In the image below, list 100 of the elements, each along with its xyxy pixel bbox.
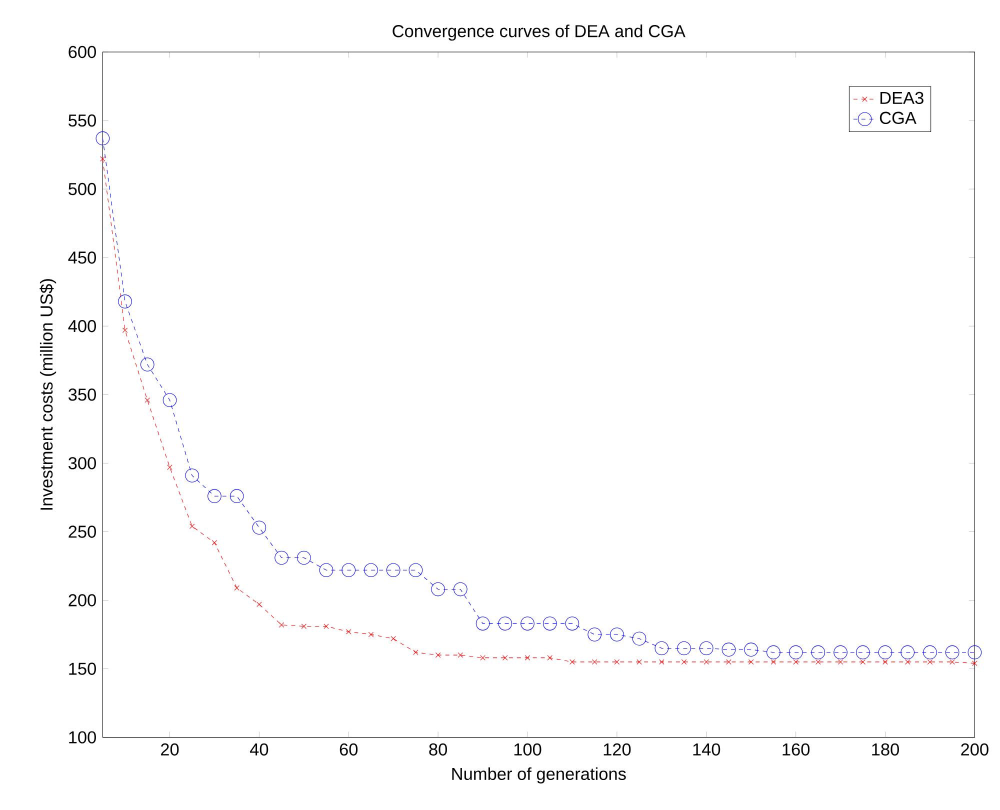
point xyxy=(118,294,132,308)
y-tick-label: 200 xyxy=(68,594,96,606)
y-tick-label: 350 xyxy=(68,388,96,401)
point xyxy=(900,645,915,660)
point xyxy=(524,655,530,660)
point xyxy=(234,585,240,591)
point xyxy=(882,659,888,665)
x-tick-label: 20 xyxy=(161,743,179,756)
point xyxy=(788,645,803,660)
point xyxy=(793,659,798,665)
y-axis-title: Investment costs (million US$) xyxy=(40,279,56,510)
point xyxy=(190,524,195,529)
point xyxy=(860,659,866,665)
point xyxy=(811,645,826,660)
point xyxy=(502,655,508,660)
point xyxy=(144,398,150,403)
point xyxy=(140,358,154,372)
point xyxy=(878,645,892,660)
point xyxy=(167,464,172,470)
point xyxy=(252,520,266,535)
point xyxy=(636,659,642,665)
point xyxy=(542,616,557,630)
point xyxy=(681,659,687,665)
point xyxy=(588,628,602,642)
point xyxy=(520,616,534,630)
x-axis-title: Number of generations xyxy=(452,767,626,784)
x-tick-label: 120 xyxy=(604,743,631,756)
point xyxy=(297,550,311,565)
point xyxy=(856,645,870,660)
point xyxy=(230,489,244,503)
point xyxy=(208,489,222,503)
y-tick-label: 250 xyxy=(68,526,96,538)
point xyxy=(96,131,110,146)
point xyxy=(547,655,552,660)
point xyxy=(435,652,441,658)
point xyxy=(945,645,960,660)
point xyxy=(614,659,620,665)
y-tick-label: 300 xyxy=(68,457,96,470)
point xyxy=(480,655,486,660)
point xyxy=(390,636,396,642)
point xyxy=(677,641,691,656)
y-tick-label: 400 xyxy=(68,320,96,332)
point xyxy=(748,659,754,665)
point xyxy=(968,645,982,660)
x-tick-label: 180 xyxy=(872,743,899,756)
legend-label: DEA3 xyxy=(880,92,924,104)
point xyxy=(476,616,490,630)
point xyxy=(816,659,821,665)
point xyxy=(923,645,937,660)
point xyxy=(122,328,128,333)
point xyxy=(256,602,262,607)
y-tick-label: 150 xyxy=(69,662,96,675)
point xyxy=(301,624,307,629)
x-tick-label: 80 xyxy=(429,743,447,756)
chart-title: Convergence curves of DEA and CGA xyxy=(392,24,686,41)
point xyxy=(364,563,378,578)
legend-label: CGA xyxy=(880,112,916,124)
point xyxy=(431,582,445,596)
point xyxy=(834,645,848,660)
point xyxy=(498,616,512,630)
point xyxy=(766,645,780,660)
y-tick-label: 600 xyxy=(68,46,96,58)
point xyxy=(704,659,709,665)
y-tick-label: 500 xyxy=(68,182,96,196)
point xyxy=(632,632,646,646)
point xyxy=(324,624,329,629)
point xyxy=(162,393,177,408)
point xyxy=(458,652,464,658)
point xyxy=(368,632,374,638)
point xyxy=(570,659,575,665)
y-tick-label: 450 xyxy=(68,251,96,264)
point xyxy=(699,641,714,656)
point xyxy=(654,641,669,656)
point xyxy=(722,642,736,657)
point xyxy=(726,659,732,665)
x-tick-label: 200 xyxy=(961,743,988,756)
point xyxy=(972,660,978,666)
point xyxy=(408,563,423,578)
point xyxy=(659,659,664,665)
x-tick-label: 160 xyxy=(782,743,810,756)
point xyxy=(904,659,910,665)
point xyxy=(342,563,356,578)
point xyxy=(592,659,598,665)
point xyxy=(100,156,106,162)
y-tick-label: 100 xyxy=(69,731,96,744)
y-tick-label: 550 xyxy=(68,114,96,127)
point xyxy=(346,629,352,634)
point xyxy=(413,650,418,655)
point xyxy=(565,616,580,630)
point xyxy=(185,468,200,482)
x-tick-label: 140 xyxy=(693,743,720,756)
point xyxy=(319,563,334,578)
point xyxy=(610,628,624,642)
x-tick-label: 100 xyxy=(514,743,542,756)
point xyxy=(838,659,844,665)
point xyxy=(770,659,776,665)
point xyxy=(212,540,218,546)
point xyxy=(386,563,400,578)
point xyxy=(744,642,758,657)
point xyxy=(274,550,288,565)
